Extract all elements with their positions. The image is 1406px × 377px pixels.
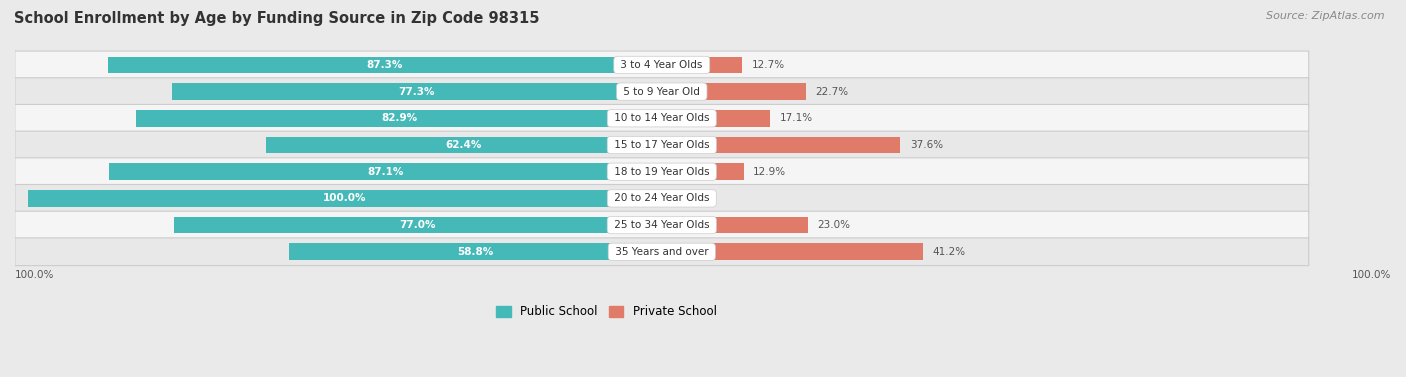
Text: 12.9%: 12.9%	[754, 167, 786, 177]
Text: 23.0%: 23.0%	[817, 220, 851, 230]
Bar	[173, 217, 662, 233]
Text: 15 to 17 Year Olds: 15 to 17 Year Olds	[610, 140, 713, 150]
Bar	[266, 137, 662, 153]
Bar	[662, 83, 806, 100]
FancyBboxPatch shape	[15, 238, 1309, 266]
Bar	[288, 244, 662, 260]
Text: 3 to 4 Year Olds: 3 to 4 Year Olds	[617, 60, 706, 70]
Text: 58.8%: 58.8%	[457, 247, 494, 257]
Text: 62.4%: 62.4%	[446, 140, 482, 150]
Text: 35 Years and over: 35 Years and over	[612, 247, 711, 257]
Bar	[662, 244, 922, 260]
FancyBboxPatch shape	[15, 184, 1309, 212]
Text: 77.3%: 77.3%	[398, 87, 434, 97]
FancyBboxPatch shape	[15, 131, 1309, 159]
FancyBboxPatch shape	[15, 158, 1309, 185]
Bar	[108, 57, 662, 73]
Legend: Public School, Private School: Public School, Private School	[492, 301, 721, 323]
Text: 41.2%: 41.2%	[932, 247, 966, 257]
Text: School Enrollment by Age by Funding Source in Zip Code 98315: School Enrollment by Age by Funding Sour…	[14, 11, 540, 26]
Text: 87.1%: 87.1%	[367, 167, 404, 177]
Text: 77.0%: 77.0%	[399, 220, 436, 230]
Text: 20 to 24 Year Olds: 20 to 24 Year Olds	[612, 193, 713, 203]
Text: 18 to 19 Year Olds: 18 to 19 Year Olds	[610, 167, 713, 177]
FancyBboxPatch shape	[15, 211, 1309, 239]
Bar	[662, 137, 900, 153]
Text: 100.0%: 100.0%	[1351, 270, 1391, 280]
Bar	[662, 110, 770, 127]
Text: 22.7%: 22.7%	[815, 87, 848, 97]
Bar	[662, 163, 744, 180]
FancyBboxPatch shape	[15, 51, 1309, 79]
Bar	[662, 217, 807, 233]
Text: 37.6%: 37.6%	[910, 140, 943, 150]
Text: 100.0%: 100.0%	[323, 193, 367, 203]
Bar	[28, 190, 662, 207]
Text: 25 to 34 Year Olds: 25 to 34 Year Olds	[610, 220, 713, 230]
Text: 100.0%: 100.0%	[15, 270, 55, 280]
Text: 10 to 14 Year Olds: 10 to 14 Year Olds	[612, 113, 713, 123]
Text: 82.9%: 82.9%	[381, 113, 418, 123]
FancyBboxPatch shape	[15, 78, 1309, 106]
Text: 0.0%: 0.0%	[671, 193, 697, 203]
Bar	[662, 57, 742, 73]
Text: 17.1%: 17.1%	[780, 113, 813, 123]
FancyBboxPatch shape	[15, 104, 1309, 132]
Bar	[110, 163, 662, 180]
Text: 87.3%: 87.3%	[367, 60, 404, 70]
Bar	[172, 83, 662, 100]
Bar	[136, 110, 662, 127]
Text: 12.7%: 12.7%	[752, 60, 785, 70]
Text: 5 to 9 Year Old: 5 to 9 Year Old	[620, 87, 703, 97]
Text: Source: ZipAtlas.com: Source: ZipAtlas.com	[1267, 11, 1385, 21]
